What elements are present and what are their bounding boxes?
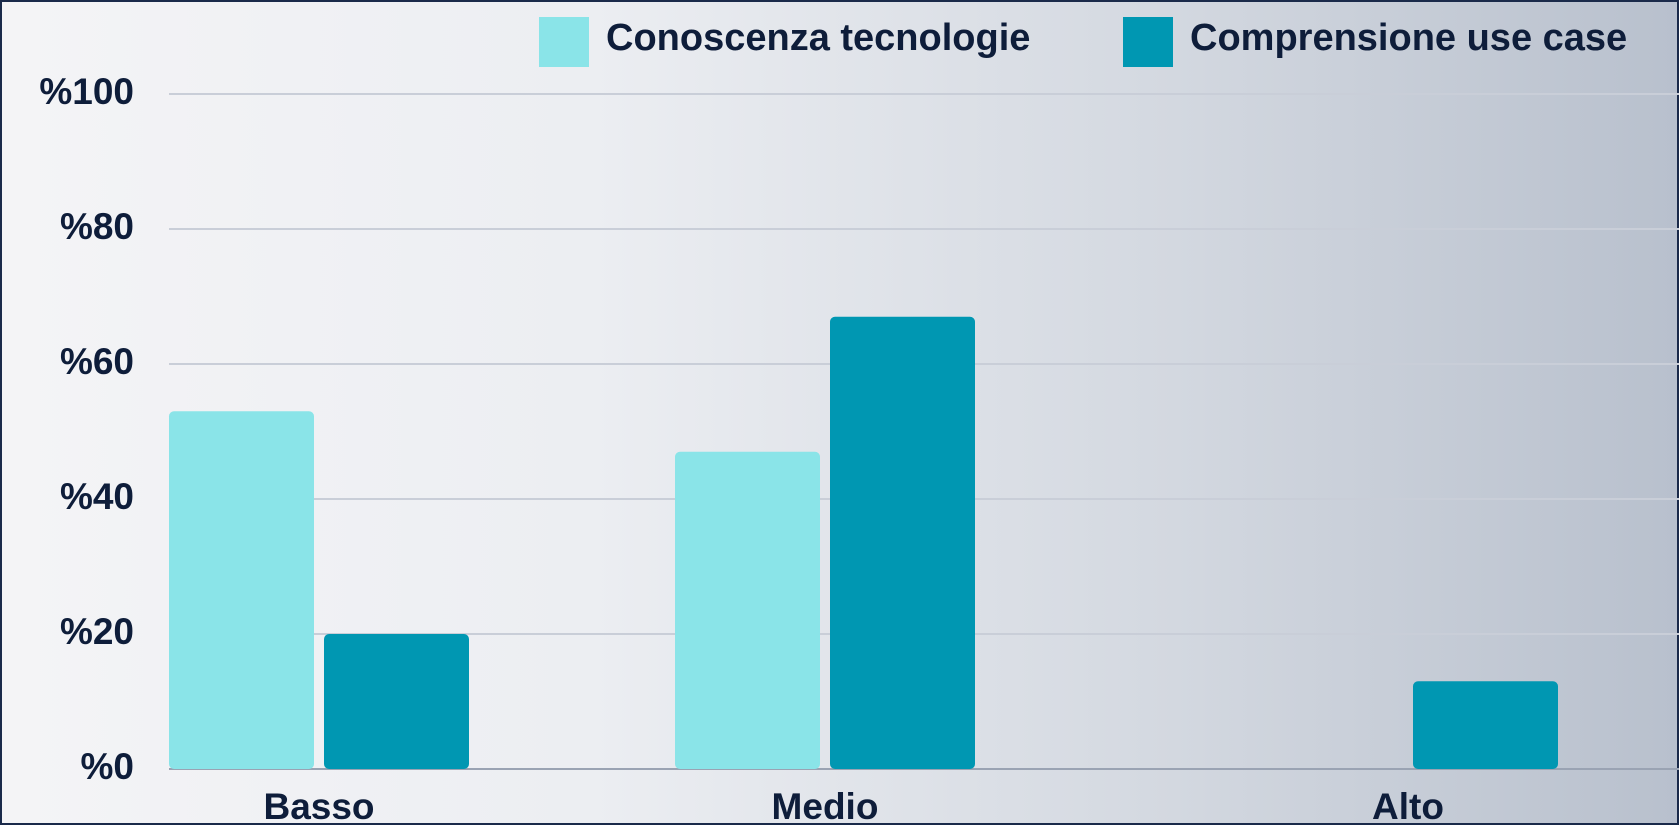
- y-tick-label: %20: [60, 611, 134, 652]
- legend-label: Comprensione use case: [1190, 17, 1627, 59]
- bar: [1413, 681, 1558, 769]
- legend-label: Conoscenza tecnologie: [606, 17, 1030, 59]
- bar: [830, 316, 975, 769]
- y-tick-label: %0: [81, 746, 134, 787]
- bar: [675, 451, 820, 769]
- legend-swatch: [539, 17, 589, 67]
- y-tick-label: %100: [39, 71, 134, 112]
- x-tick-label: Basso: [263, 786, 374, 825]
- x-tick-label: Alto: [1372, 786, 1444, 825]
- y-tick-label: %40: [60, 476, 134, 517]
- y-tick-label: %80: [60, 206, 134, 247]
- bar: [324, 634, 469, 769]
- y-tick-label: %60: [60, 341, 134, 382]
- legend-swatch: [1123, 17, 1173, 67]
- x-tick-label: Medio: [772, 786, 879, 825]
- bar: [169, 411, 314, 769]
